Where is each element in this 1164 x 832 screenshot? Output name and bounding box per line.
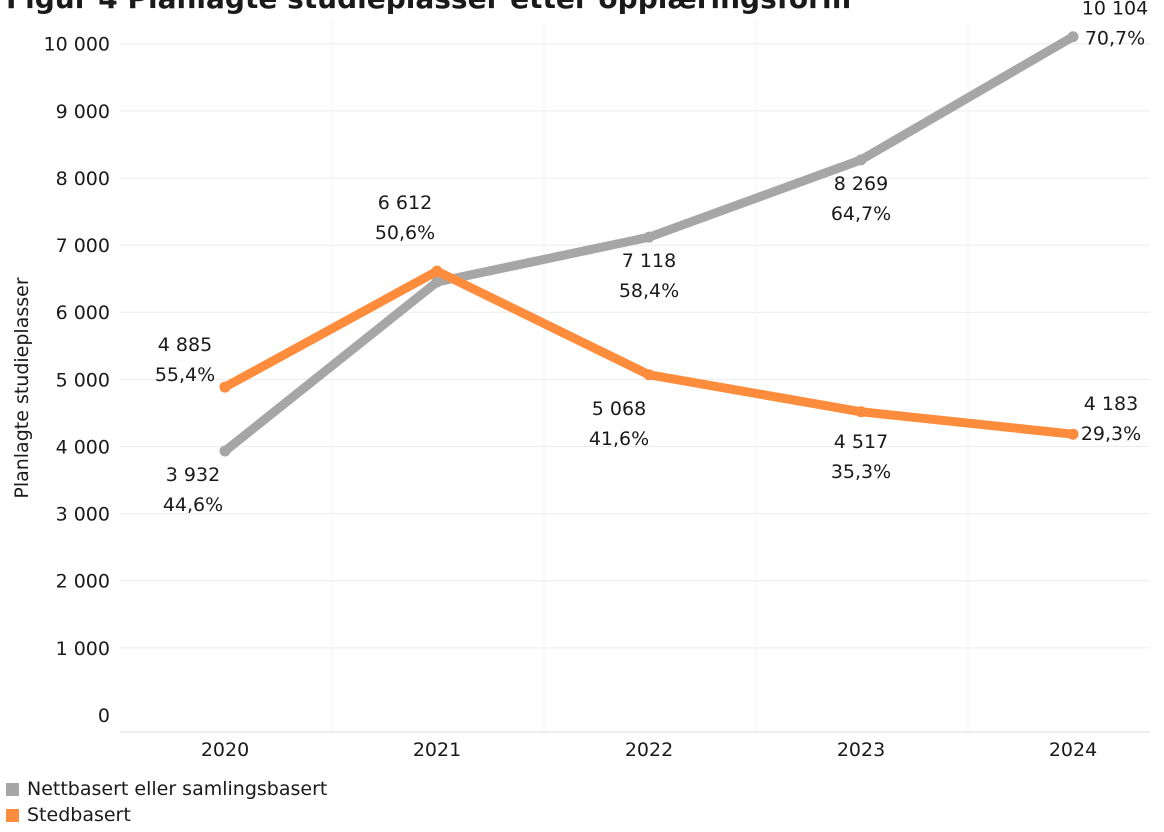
x-tick-label: 2020 — [201, 739, 249, 761]
data-label-percent: 44,6% — [163, 494, 223, 516]
data-label-value: 5 068 — [592, 398, 646, 420]
series-line-0 — [220, 32, 1078, 456]
data-point — [1067, 428, 1079, 440]
y-tick-label: 3 000 — [56, 504, 110, 526]
y-tick-label: 6 000 — [56, 302, 110, 324]
data-label-percent: 35,3% — [831, 461, 891, 483]
data-label-percent: 50,6% — [375, 222, 435, 244]
data-point — [1067, 31, 1079, 43]
data-label-percent: 70,7% — [1085, 28, 1145, 50]
chart-title: Figur 4 Planlagte studieplasser etter op… — [6, 0, 851, 15]
data-label-value: 6 612 — [378, 192, 432, 214]
legend: Nettbasert eller samlingsbasert Stedbase… — [6, 776, 327, 828]
x-tick-label: 2022 — [625, 739, 673, 761]
x-axis-ticks: 2020 2021 2022 2023 2024 — [120, 731, 1150, 761]
data-label-value: 4 183 — [1084, 393, 1138, 415]
data-label-percent: 55,4% — [155, 364, 215, 386]
series-lines — [219, 31, 1079, 457]
y-tick-label: 10 000 — [44, 34, 110, 56]
y-axis-label: Planlagte studieplasser — [11, 277, 33, 498]
y-tick-label: 0 — [98, 705, 110, 727]
data-label-value: 10 104 — [1082, 0, 1148, 20]
legend-label: Nettbasert eller samlingsbasert — [27, 778, 328, 800]
data-label-value: 3 932 — [166, 464, 220, 486]
data-labels: 3 932 44,6% 7 118 58,4% 8 269 64,7% 10 104 70,7… — [155, 0, 1148, 516]
data-label-percent: 29,3% — [1081, 423, 1141, 445]
y-tick-label: 8 000 — [56, 168, 110, 190]
data-label-percent: 41,6% — [589, 428, 649, 450]
data-point — [855, 406, 867, 418]
legend-swatch — [6, 808, 19, 822]
y-tick-label: 2 000 — [56, 571, 110, 593]
data-label-percent: 58,4% — [619, 280, 679, 302]
y-tick-label: 7 000 — [56, 235, 110, 257]
y-axis-ticks: 0 1 000 2 000 3 000 4 000 5 000 6 000 7 000 8 00… — [44, 34, 110, 727]
y-tick-label: 9 000 — [56, 101, 110, 123]
data-point — [855, 154, 867, 166]
y-tick-label: 5 000 — [56, 369, 110, 391]
legend-item-nettbasert: Nettbasert eller samlingsbasert — [6, 776, 327, 802]
data-label-value: 4 517 — [834, 431, 888, 453]
data-point — [431, 276, 443, 288]
data-point — [431, 265, 443, 277]
data-label-value: 8 269 — [834, 173, 888, 195]
data-label-value: 4 885 — [158, 334, 212, 356]
gridlines — [120, 20, 1150, 732]
legend-swatch — [6, 782, 19, 796]
legend-item-stedbasert: Stedbasert — [6, 802, 327, 828]
data-point — [643, 231, 655, 243]
data-label-value: 7 118 — [622, 250, 676, 272]
data-point — [219, 445, 231, 457]
x-tick-label: 2023 — [837, 739, 885, 761]
data-point — [219, 381, 231, 393]
y-tick-label: 1 000 — [56, 638, 110, 660]
data-point — [643, 369, 655, 381]
data-label-percent: 64,7% — [831, 203, 891, 225]
legend-label: Stedbasert — [27, 804, 131, 826]
x-tick-label: 2021 — [413, 739, 461, 761]
x-tick-label: 2024 — [1049, 739, 1097, 761]
y-tick-label: 4 000 — [56, 436, 110, 458]
